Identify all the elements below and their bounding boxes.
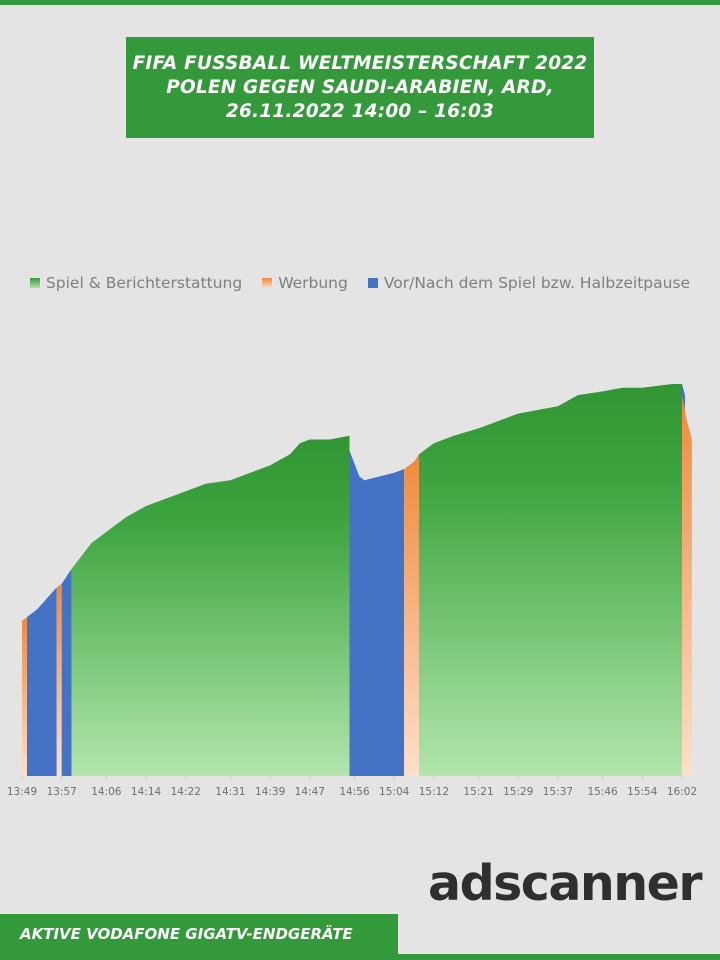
x-tick-label: 13:57 — [47, 786, 77, 798]
footer-label-box: AKTIVE VODAFONE GIGATV-ENDGERÄTE — [0, 914, 398, 954]
legend-swatch-ads — [262, 278, 273, 288]
x-tick-label: 15:04 — [379, 786, 410, 798]
title-line-3: 26.11.2022 14:00 – 16:03 — [225, 100, 495, 122]
x-tick-label: 16:02 — [667, 786, 697, 798]
x-tick-label: 14:06 — [91, 786, 122, 798]
legend-label-game: Spiel & Berichterstattung — [45, 274, 243, 292]
title-line-2: POLEN GEGEN SAUDI-ARABIEN, ARD, — [166, 76, 554, 98]
legend-label-ads: Werbung — [278, 274, 348, 292]
pre-post-area-5 — [349, 450, 405, 776]
game-area-4 — [71, 435, 350, 776]
adscanner-logo: adscanner — [428, 854, 703, 914]
x-tick-label: 14:14 — [131, 786, 162, 798]
legend-swatch-pre-post — [367, 278, 378, 288]
audience-area-chart: 13:49 13:57 14:06 14:14 14:22 14:31 14:39 14:47… — [7, 384, 697, 798]
logo-scanner-text: scanner — [493, 855, 702, 912]
x-tick-label: 14:31 — [215, 786, 245, 798]
game-area-7 — [419, 384, 682, 776]
x-tick-label: 14:39 — [255, 786, 285, 798]
ads-area-6 — [404, 454, 419, 776]
x-tick-label: 15:37 — [543, 786, 573, 798]
chart-legend: Spiel & Berichterstattung Werbung Vor/Na… — [0, 272, 720, 294]
pre-post-area-1 — [27, 587, 57, 776]
x-axis-ticks: 13:49 13:57 14:06 14:14 14:22 14:31 14:39 14:47… — [7, 776, 697, 798]
ads-area-9 — [682, 395, 692, 776]
chart-title-box: FIFA FUSSBALL WELTMEISTERSCHAFT 2022 POL… — [126, 37, 594, 138]
x-tick-label: 15:54 — [627, 786, 658, 798]
footer-label: AKTIVE VODAFONE GIGATV-ENDGERÄTE — [20, 925, 353, 943]
x-tick-label: 15:21 — [463, 786, 493, 798]
x-tick-label: 15:29 — [503, 786, 533, 798]
top-accent-bar — [0, 0, 720, 5]
x-tick-label: 15:12 — [419, 786, 449, 798]
logo-ad-text: ad — [428, 855, 495, 912]
legend-item-ads: Werbung — [262, 274, 348, 292]
legend-swatch-game — [29, 278, 40, 288]
title-line-1: FIFA FUSSBALL WELTMEISTERSCHAFT 2022 — [132, 52, 588, 74]
bottom-accent-bar — [0, 954, 720, 960]
legend-item-game: Spiel & Berichterstattung — [29, 274, 243, 292]
x-tick-label: 13:49 — [7, 786, 37, 798]
ads-area-2 — [56, 583, 62, 776]
legend-item-pre-post: Vor/Nach dem Spiel bzw. Halbzeitpause — [367, 274, 691, 292]
area-segments — [22, 384, 692, 776]
x-tick-label: 14:56 — [339, 786, 370, 798]
ads-area-0 — [22, 617, 27, 776]
legend-label-pre-post: Vor/Nach dem Spiel bzw. Halbzeitpause — [383, 274, 691, 292]
x-tick-label: 14:22 — [171, 786, 201, 798]
x-tick-label: 14:47 — [295, 786, 325, 798]
pre-post-area-3 — [61, 568, 72, 776]
x-tick-label: 15:46 — [587, 786, 618, 798]
